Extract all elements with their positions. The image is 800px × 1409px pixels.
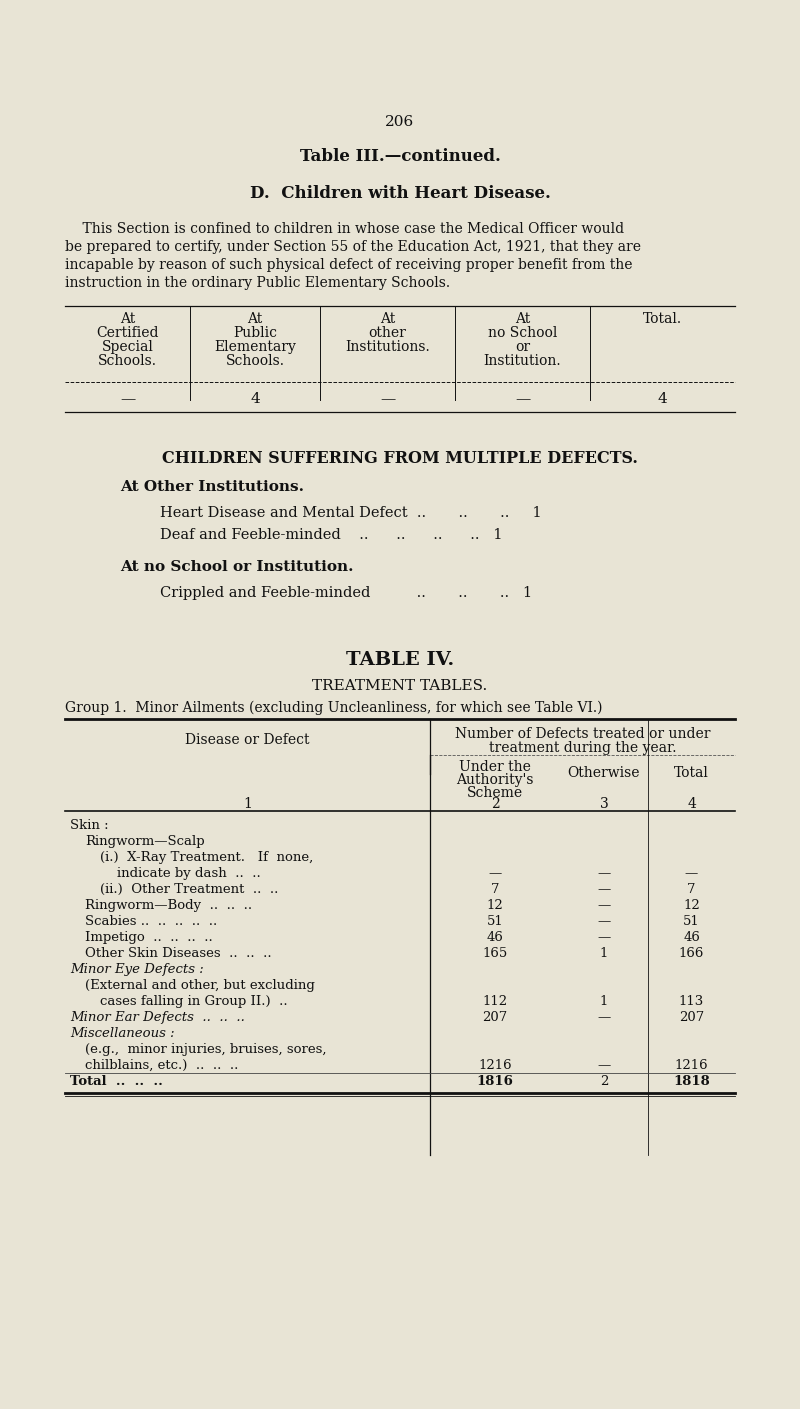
- Text: Authority's: Authority's: [456, 774, 534, 788]
- Text: 113: 113: [679, 995, 704, 1007]
- Text: 3: 3: [600, 797, 608, 812]
- Text: 1818: 1818: [673, 1075, 710, 1088]
- Text: —: —: [598, 883, 610, 896]
- Text: Miscellaneous :: Miscellaneous :: [70, 1027, 174, 1040]
- Text: Table III.—continued.: Table III.—continued.: [299, 148, 501, 165]
- Text: Group 1.  Minor Ailments (excluding Uncleanliness, for which see Table VI.): Group 1. Minor Ailments (excluding Uncle…: [65, 702, 602, 716]
- Text: —: —: [685, 867, 698, 881]
- Text: CHILDREN SUFFERING FROM MULTIPLE DEFECTS.: CHILDREN SUFFERING FROM MULTIPLE DEFECTS…: [162, 449, 638, 466]
- Text: Institution.: Institution.: [484, 354, 562, 368]
- Text: incapable by reason of such physical defect of receiving proper benefit from the: incapable by reason of such physical def…: [65, 258, 633, 272]
- Text: —: —: [380, 392, 395, 406]
- Text: —: —: [598, 1060, 610, 1072]
- Text: Schools.: Schools.: [98, 354, 157, 368]
- Text: 166: 166: [679, 947, 704, 960]
- Text: 51: 51: [486, 914, 503, 929]
- Text: At: At: [247, 311, 262, 325]
- Text: D.  Children with Heart Disease.: D. Children with Heart Disease.: [250, 185, 550, 201]
- Text: 1: 1: [600, 947, 608, 960]
- Text: 7: 7: [687, 883, 696, 896]
- Text: Special: Special: [102, 340, 154, 354]
- Text: Schools.: Schools.: [226, 354, 285, 368]
- Text: Under the: Under the: [459, 759, 531, 774]
- Text: 51: 51: [683, 914, 700, 929]
- Text: Other Skin Diseases  ..  ..  ..: Other Skin Diseases .. .. ..: [85, 947, 272, 960]
- Text: 1: 1: [600, 995, 608, 1007]
- Text: Total.: Total.: [643, 311, 682, 325]
- Text: —: —: [515, 392, 530, 406]
- Text: Heart Disease and Mental Defect  ..       ..       ..     1: Heart Disease and Mental Defect .. .. ..…: [160, 506, 542, 520]
- Text: 1216: 1216: [478, 1060, 512, 1072]
- Text: 4: 4: [658, 392, 667, 406]
- Text: 206: 206: [386, 116, 414, 130]
- Text: instruction in the ordinary Public Elementary Schools.: instruction in the ordinary Public Eleme…: [65, 276, 450, 290]
- Text: (ii.)  Other Treatment  ..  ..: (ii.) Other Treatment .. ..: [100, 883, 278, 896]
- Text: Impetigo  ..  ..  ..  ..: Impetigo .. .. .. ..: [85, 931, 213, 944]
- Text: At: At: [380, 311, 395, 325]
- Text: 2: 2: [490, 797, 499, 812]
- Text: At: At: [120, 311, 135, 325]
- Text: no School: no School: [488, 325, 557, 340]
- Text: Ringworm—Body  ..  ..  ..: Ringworm—Body .. .. ..: [85, 899, 252, 912]
- Text: Ringworm—Scalp: Ringworm—Scalp: [85, 836, 205, 848]
- Text: 1: 1: [243, 797, 252, 812]
- Text: Certified: Certified: [96, 325, 158, 340]
- Text: —: —: [488, 867, 502, 881]
- Text: Skin :: Skin :: [70, 819, 109, 831]
- Text: —: —: [598, 931, 610, 944]
- Text: or: or: [515, 340, 530, 354]
- Text: Otherwise: Otherwise: [568, 766, 640, 781]
- Text: At no School or Institution.: At no School or Institution.: [120, 559, 354, 573]
- Text: 12: 12: [683, 899, 700, 912]
- Text: At: At: [515, 311, 530, 325]
- Text: 12: 12: [486, 899, 503, 912]
- Text: —: —: [598, 1012, 610, 1024]
- Text: Deaf and Feeble-minded    ..      ..      ..      ..   1: Deaf and Feeble-minded .. .. .. .. 1: [160, 528, 502, 542]
- Text: —: —: [598, 867, 610, 881]
- Text: Total: Total: [674, 766, 709, 781]
- Text: 7: 7: [490, 883, 499, 896]
- Text: chilblains, etc.)  ..  ..  ..: chilblains, etc.) .. .. ..: [85, 1060, 238, 1072]
- Text: 1216: 1216: [674, 1060, 708, 1072]
- Text: 4: 4: [250, 392, 260, 406]
- Text: (e.g.,  minor injuries, bruises, sores,: (e.g., minor injuries, bruises, sores,: [85, 1043, 326, 1055]
- Text: —: —: [598, 914, 610, 929]
- Text: (i.)  X-Ray Treatment.   If  none,: (i.) X-Ray Treatment. If none,: [100, 851, 314, 864]
- Text: Crippled and Feeble-minded          ..       ..       ..   1: Crippled and Feeble-minded .. .. .. 1: [160, 586, 532, 600]
- Text: This Section is confined to children in whose case the Medical Officer would: This Section is confined to children in …: [65, 223, 624, 235]
- Text: Minor Eye Defects :: Minor Eye Defects :: [70, 962, 204, 976]
- Text: Disease or Defect: Disease or Defect: [186, 733, 310, 747]
- Text: other: other: [369, 325, 406, 340]
- Text: cases falling in Group II.)  ..: cases falling in Group II.) ..: [100, 995, 288, 1007]
- Text: Elementary: Elementary: [214, 340, 296, 354]
- Text: 1816: 1816: [477, 1075, 514, 1088]
- Text: 46: 46: [683, 931, 700, 944]
- Text: 4: 4: [687, 797, 696, 812]
- Text: 207: 207: [679, 1012, 704, 1024]
- Text: Institutions.: Institutions.: [345, 340, 430, 354]
- Text: Number of Defects treated or under: Number of Defects treated or under: [454, 727, 710, 741]
- Text: treatment during the year.: treatment during the year.: [489, 741, 676, 755]
- Text: —: —: [120, 392, 135, 406]
- Text: —: —: [598, 899, 610, 912]
- Text: 112: 112: [482, 995, 507, 1007]
- Text: be prepared to certify, under Section 55 of the Education Act, 1921, that they a: be prepared to certify, under Section 55…: [65, 240, 641, 254]
- Text: TABLE IV.: TABLE IV.: [346, 651, 454, 669]
- Text: 165: 165: [482, 947, 508, 960]
- Text: TREATMENT TABLES.: TREATMENT TABLES.: [312, 679, 488, 693]
- Text: (External and other, but excluding: (External and other, but excluding: [85, 979, 315, 992]
- Text: Scabies ..  ..  ..  ..  ..: Scabies .. .. .. .. ..: [85, 914, 218, 929]
- Text: 46: 46: [486, 931, 503, 944]
- Text: 2: 2: [600, 1075, 608, 1088]
- Text: At Other Institutions.: At Other Institutions.: [120, 480, 304, 495]
- Text: indicate by dash  ..  ..: indicate by dash .. ..: [117, 867, 261, 881]
- Text: Total  ..  ..  ..: Total .. .. ..: [70, 1075, 163, 1088]
- Text: Scheme: Scheme: [467, 786, 523, 800]
- Text: Minor Ear Defects  ..  ..  ..: Minor Ear Defects .. .. ..: [70, 1012, 245, 1024]
- Text: Public: Public: [233, 325, 277, 340]
- Text: 207: 207: [482, 1012, 508, 1024]
